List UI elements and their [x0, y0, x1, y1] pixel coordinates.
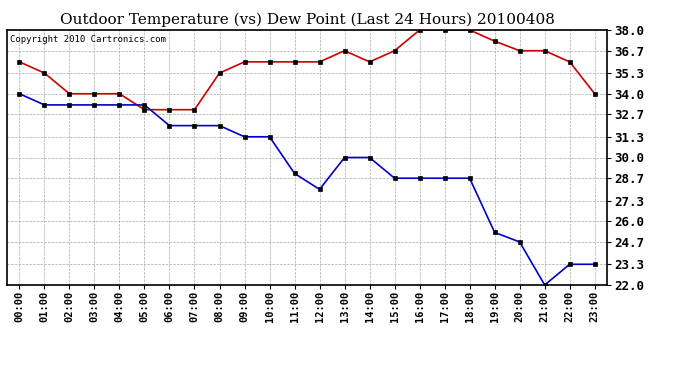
- Text: Copyright 2010 Cartronics.com: Copyright 2010 Cartronics.com: [10, 35, 166, 44]
- Title: Outdoor Temperature (vs) Dew Point (Last 24 Hours) 20100408: Outdoor Temperature (vs) Dew Point (Last…: [59, 13, 555, 27]
